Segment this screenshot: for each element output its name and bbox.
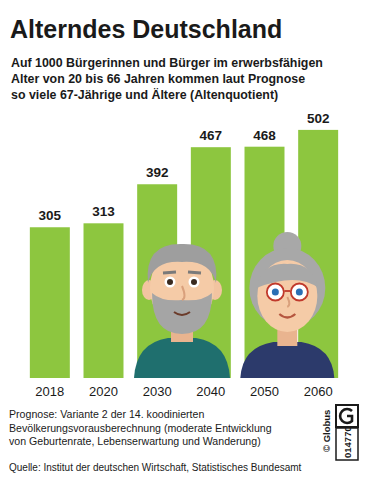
pupil: [272, 289, 279, 296]
background: [0, 0, 365, 480]
head: [257, 260, 317, 332]
logo-g: [340, 409, 352, 423]
data-label: 313: [92, 204, 115, 219]
note: Bevölkerungsvorausberechnung (moderate E…: [9, 422, 272, 434]
x-tick-label: 2020: [89, 384, 118, 399]
data-label: 392: [146, 165, 169, 180]
fringe: [256, 264, 318, 288]
nose: [287, 297, 289, 307]
subtitle: Alter von 20 bis 66 Jahren kommen laut P…: [11, 72, 305, 86]
title: Alterndes Deutschland: [10, 15, 282, 43]
x-tick-label: 2018: [35, 384, 64, 399]
pupil: [191, 279, 197, 285]
pupil: [167, 279, 173, 285]
shirt: [134, 338, 230, 378]
x-tick-label: 2050: [250, 384, 279, 399]
eyebrows: [163, 272, 201, 273]
data-label: 467: [200, 128, 223, 143]
man-illustration: [134, 244, 230, 378]
bars: [30, 130, 338, 378]
source: Quelle: Institut der deutschen Wirtschaf…: [9, 462, 302, 473]
hair: [148, 244, 217, 283]
data-label: 502: [307, 111, 330, 126]
x-tick-label: 2040: [196, 384, 225, 399]
note: Prognose: Variante 2 der 14. koodinierte…: [9, 408, 204, 420]
pupil: [296, 289, 303, 296]
chart: Alterndes Deutschland Auf 1000 Bürgerinne…: [0, 0, 365, 480]
glasses-bridge: [284, 290, 290, 292]
code: 014770: [342, 426, 353, 458]
mouth: [279, 314, 295, 318]
note: von Geburtenrate, Lebenserwartung und Wa…: [9, 435, 261, 447]
x-tick-label: 2030: [143, 384, 172, 399]
data-label: 468: [253, 128, 276, 143]
eye: [165, 277, 176, 288]
woman-illustration: [240, 232, 334, 378]
x-tick-label: 2060: [304, 384, 333, 399]
glasses: [291, 284, 308, 301]
eye: [189, 277, 200, 288]
bar: [30, 227, 70, 378]
nose: [182, 286, 185, 300]
logo-box: [336, 405, 358, 427]
globus-logo: [336, 405, 358, 460]
subtitle: so viele 67-Jährige und Ältere (Altenquo…: [11, 87, 278, 102]
shirt: [240, 342, 334, 378]
mouth: [174, 312, 190, 315]
glasses: [267, 284, 284, 301]
data-label: 305: [39, 208, 62, 223]
subtitle: Auf 1000 Bürgerinnen und Bürger im erwer…: [11, 56, 323, 70]
bar: [84, 223, 124, 378]
credit: © Globus: [321, 410, 332, 452]
